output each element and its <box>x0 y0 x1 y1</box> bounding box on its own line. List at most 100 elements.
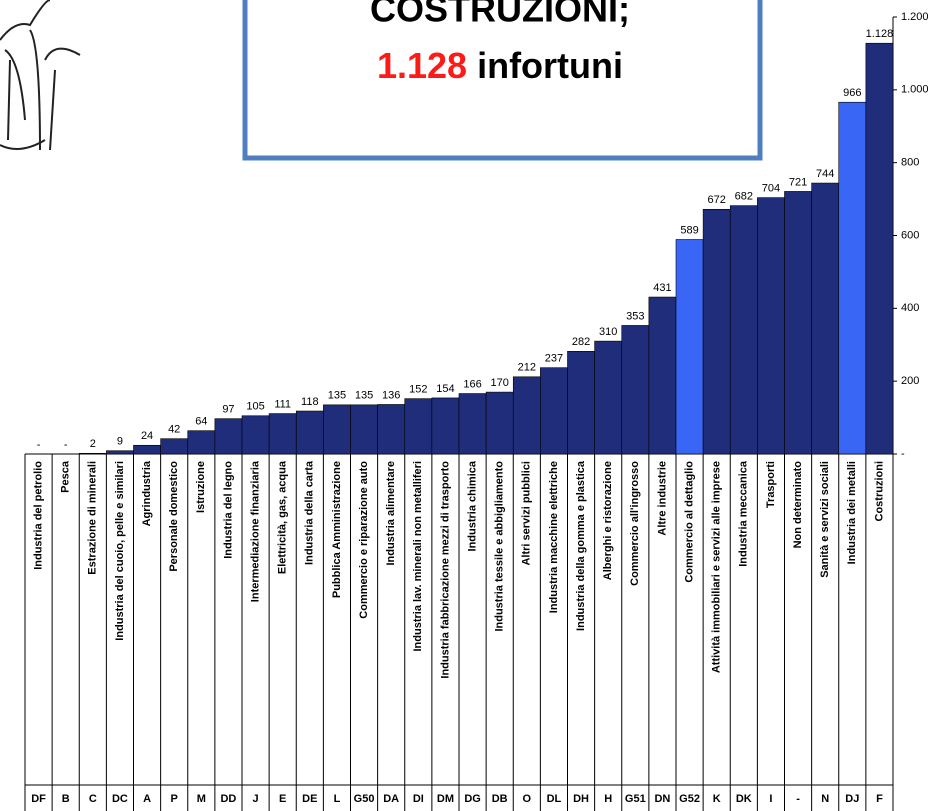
bar <box>784 191 812 455</box>
code-label: L <box>334 793 341 805</box>
code-label: B <box>62 793 70 805</box>
category-label: Altri servizi pubblici <box>521 461 533 566</box>
category-label: Altre industrie <box>656 461 668 536</box>
title-rest: infortuni <box>477 45 623 86</box>
bar <box>838 101 867 455</box>
code-label: DB <box>492 793 508 805</box>
value-label: 682 <box>735 191 753 203</box>
value-label: 704 <box>762 183 780 195</box>
category-label: Industria dei metalli <box>846 461 858 564</box>
value-label: 42 <box>168 424 180 436</box>
bar <box>377 404 406 455</box>
bar <box>106 450 134 455</box>
bar <box>675 239 704 455</box>
figure-stroke <box>4 29 81 151</box>
code-label: K <box>713 793 721 805</box>
value-label: 589 <box>680 224 698 236</box>
category-label: Commercio al dettaglio <box>683 461 695 583</box>
title-box <box>242 0 763 161</box>
bar <box>540 367 568 455</box>
code-label: G50 <box>354 793 375 805</box>
category-label: Trasporti <box>765 461 777 508</box>
category-label: Industria fabbricazione mezzi di traspor… <box>439 461 451 679</box>
bar <box>187 430 216 455</box>
bar <box>729 205 758 455</box>
title-highlight: 1.128 <box>377 45 467 86</box>
y-tick-label: 600 <box>901 229 919 241</box>
bar <box>295 410 324 455</box>
code-label: DH <box>573 793 589 805</box>
value-label: 212 <box>518 362 536 374</box>
bar <box>268 413 297 455</box>
category-label: Personale domestico <box>168 461 180 572</box>
bar <box>594 340 623 455</box>
value-label: 118 <box>301 396 319 408</box>
clipart <box>0 0 81 151</box>
category-label: Agrindustria <box>141 460 153 526</box>
bar <box>133 444 161 455</box>
figure-stroke <box>0 139 46 150</box>
bar <box>865 42 894 455</box>
bar <box>757 197 785 455</box>
bar <box>214 418 243 455</box>
y-tick-label: 1.000 <box>901 84 929 96</box>
category-label: Industria del petrolio <box>32 461 44 570</box>
category-label: Elettricità, gas, acqua <box>277 460 289 574</box>
category-label: Industria della carta <box>304 460 316 565</box>
value-label: 111 <box>274 398 291 410</box>
category-label: Industria macchine elettriche <box>548 461 560 613</box>
category-label: Industria tessile e abbigliamento <box>494 461 506 632</box>
value-label: 64 <box>195 416 207 428</box>
value-label: 966 <box>843 87 861 99</box>
bar <box>621 325 650 455</box>
value-label: 2 <box>90 438 96 450</box>
category-label: Sanità e servizi sociali <box>819 461 831 578</box>
code-label: C <box>89 793 97 805</box>
value-label: 152 <box>409 384 427 396</box>
y-tick-label: - <box>901 448 905 460</box>
category-label: Industria del cuoio, pelle e similari <box>114 461 126 641</box>
category-label: Industria della gomma e plastica <box>575 460 587 631</box>
code-label: E <box>279 793 286 805</box>
bar <box>702 208 731 455</box>
value-label: 282 <box>572 336 590 348</box>
code-label: DM <box>437 793 454 805</box>
code-label: DD <box>220 793 236 805</box>
code-label: A <box>143 793 151 805</box>
value-label: 672 <box>708 194 726 206</box>
value-label: 135 <box>328 390 346 402</box>
category-label: Non determinato <box>792 461 804 549</box>
category-label: Commercio e riparazione auto <box>358 461 370 619</box>
category-label: Pubblica Amministrazione <box>331 461 343 598</box>
category-label: Istruzione <box>195 461 207 513</box>
code-label: DG <box>464 793 481 805</box>
title-line1: COSTRUZIONI; <box>370 0 630 30</box>
category-label: Commercio all'ingrosso <box>629 461 641 586</box>
code-label: - <box>796 793 800 805</box>
category-label: Industria del legno <box>222 461 234 559</box>
category-label: Industria alimentare <box>385 461 397 566</box>
bar <box>811 182 840 455</box>
value-label: 166 <box>463 378 481 390</box>
y-tick-label: 1.200 <box>901 11 929 23</box>
category-label: Attività immobiliari e servizi alle impr… <box>711 461 723 673</box>
bar <box>567 351 595 455</box>
code-label: DE <box>302 793 317 805</box>
figure-stroke <box>0 0 51 41</box>
code-label: F <box>876 793 883 805</box>
bar <box>648 296 677 455</box>
bar <box>512 376 541 455</box>
code-label: DA <box>383 793 399 805</box>
code-label: P <box>171 793 178 805</box>
bar <box>431 397 460 455</box>
value-label: 310 <box>599 326 617 338</box>
bar <box>458 393 487 455</box>
bar <box>160 438 189 455</box>
value-label: 744 <box>816 168 834 180</box>
code-label: J <box>253 793 259 805</box>
code-label: DK <box>736 793 752 805</box>
code-label: G52 <box>679 793 700 805</box>
plot-area: - 200 400 600 800 1.000 1.200 - Industria del pe… <box>24 11 929 811</box>
value-label: 24 <box>141 430 153 442</box>
value-label: - <box>64 439 68 451</box>
